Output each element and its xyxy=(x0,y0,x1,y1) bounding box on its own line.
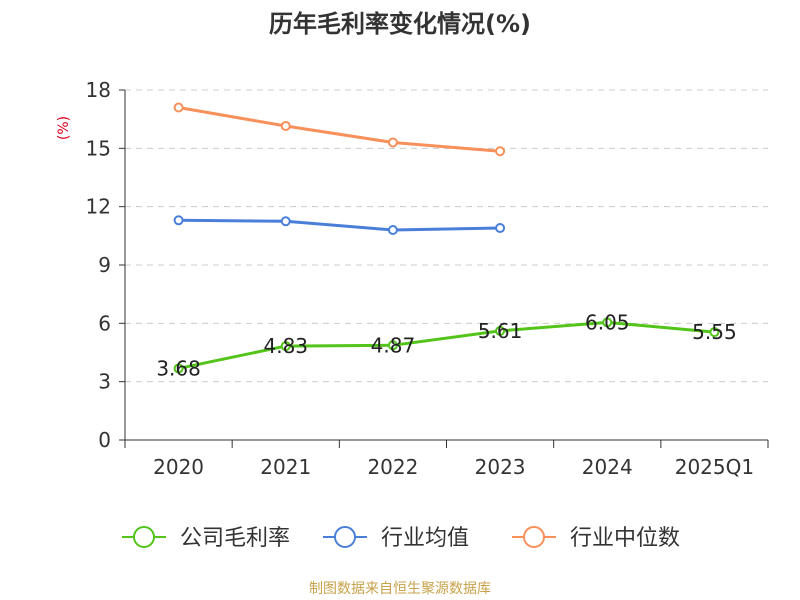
legend-marker xyxy=(523,526,545,548)
data-point xyxy=(387,340,398,351)
y-tick-label: 15 xyxy=(86,136,111,160)
data-point xyxy=(173,102,184,113)
y-tick-label: 18 xyxy=(86,78,111,102)
data-point xyxy=(173,363,184,374)
axes: 0 3 6 9 12 15 18 2020 2021 2022 2023 2024 2025Q1 xyxy=(86,78,769,479)
y-tick-label: 3 xyxy=(98,370,111,394)
data-point xyxy=(280,341,291,352)
data-point xyxy=(495,146,506,157)
legend-label: 公司毛利率 xyxy=(180,526,290,551)
series-line xyxy=(178,218,501,232)
data-point xyxy=(173,215,184,226)
series-line xyxy=(178,106,501,153)
data-point xyxy=(387,225,398,235)
data-label: 4.87 xyxy=(371,333,416,357)
x-tick-label: 2025Q1 xyxy=(675,455,754,479)
legend-label: 行业中位数 xyxy=(570,526,680,551)
series-line xyxy=(178,320,715,370)
data-label: 3.68 xyxy=(156,356,201,380)
legend-marker xyxy=(133,526,155,548)
x-tick-label: 2024 xyxy=(582,455,633,479)
legend: 公司毛利率 行业均值 行业中位数 xyxy=(122,526,680,551)
y-tick-label: 0 xyxy=(98,428,111,452)
source-note: 制图数据来自恒生聚源数据库 xyxy=(309,581,491,597)
data-point xyxy=(280,216,291,227)
data-label: 6.05 xyxy=(585,310,630,334)
data-point xyxy=(495,223,506,234)
y-tick-label: 6 xyxy=(98,311,111,335)
x-tick-label: 2021 xyxy=(260,455,311,479)
data-label: 4.83 xyxy=(263,334,308,358)
y-tick-label: 12 xyxy=(86,195,111,219)
y-tick-label: 9 xyxy=(98,253,111,277)
x-tick-label: 2022 xyxy=(367,455,418,479)
data-point xyxy=(709,327,720,338)
data-point xyxy=(602,317,613,328)
data-point xyxy=(387,137,398,148)
data-label: 5.55 xyxy=(692,320,737,344)
data-point xyxy=(495,325,506,336)
data-point xyxy=(280,120,291,131)
x-tick-label: 2020 xyxy=(153,455,204,479)
legend-marker xyxy=(334,526,356,548)
chart-title: 历年毛利率变化情况(%) xyxy=(269,10,531,38)
series-layer: 3.68 4.83 4.87 5.61 6.05 5.55 xyxy=(156,102,737,380)
legend-label: 行业均值 xyxy=(381,526,469,551)
data-label: 5.61 xyxy=(478,319,523,343)
y-axis-label: (%) xyxy=(56,116,72,140)
x-tick-label: 2023 xyxy=(475,455,526,479)
